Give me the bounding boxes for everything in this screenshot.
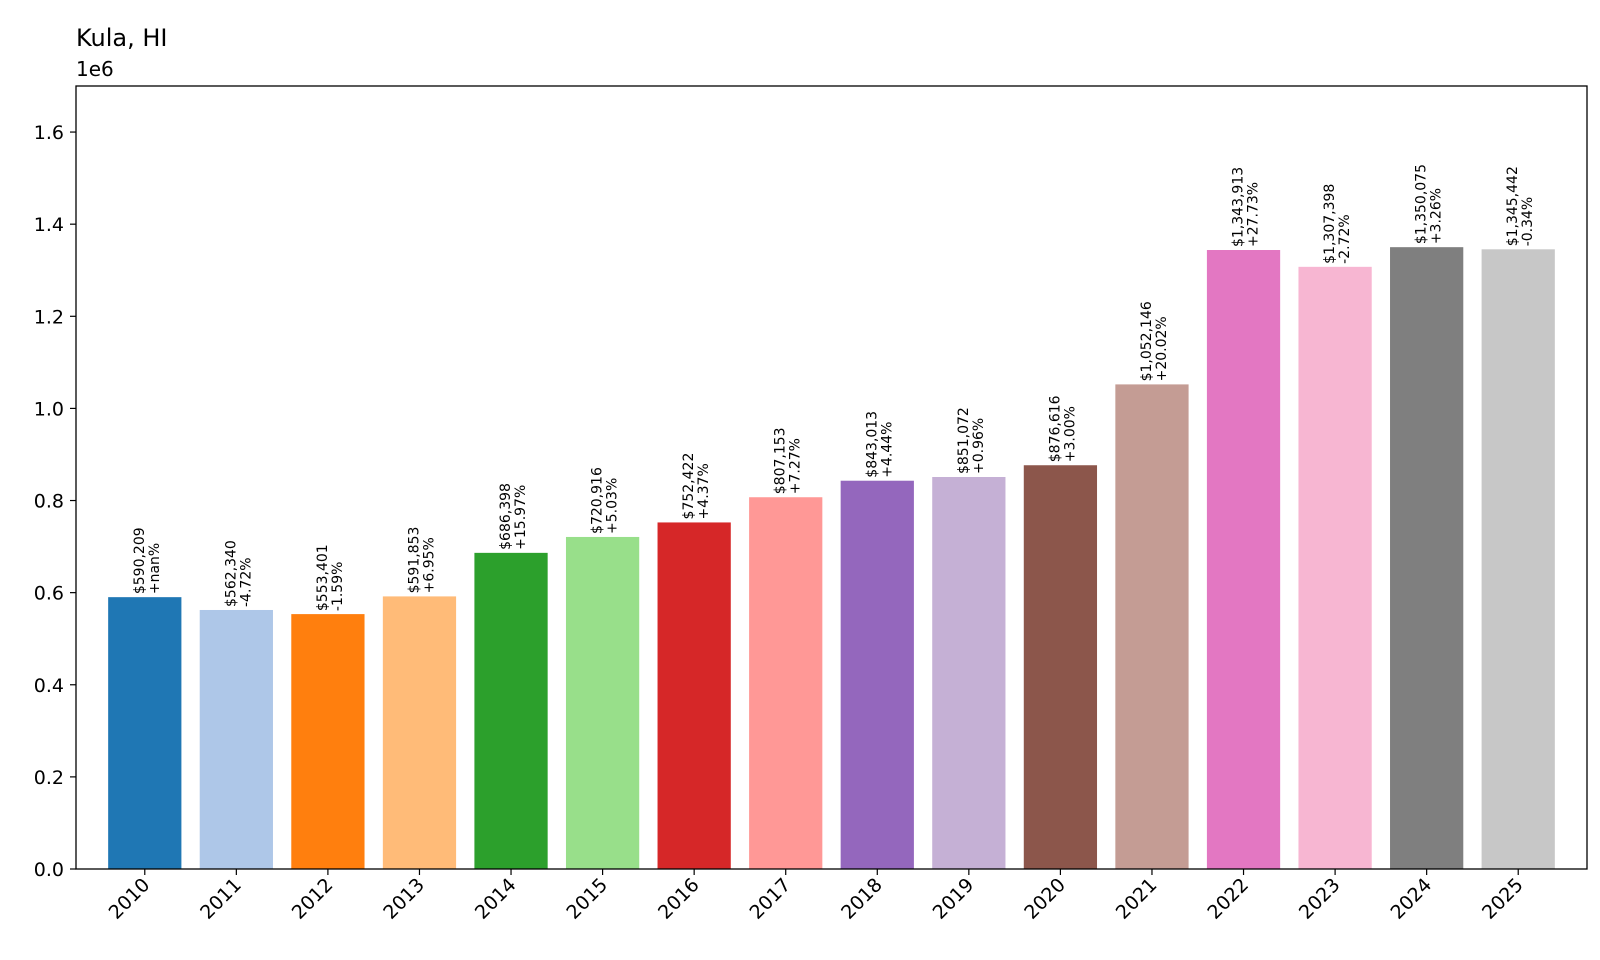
- x-tick-label: 2021: [1112, 874, 1162, 924]
- bar-value-label: $720,916: [590, 467, 606, 534]
- bar-value-label: $1,343,913: [1231, 167, 1247, 247]
- y-tick-label: 0.4: [34, 675, 64, 697]
- bar-change-label: +0.96%: [971, 418, 987, 474]
- y-tick-label: 1.2: [34, 306, 64, 328]
- bar-value-label: $562,340: [223, 540, 239, 607]
- bar-2015: [565, 536, 640, 869]
- y-tick-label: 0.0: [34, 859, 64, 881]
- bar-change-label: +27.73%: [1246, 182, 1262, 247]
- bar-2016: [657, 522, 731, 869]
- bar-change-label: +4.44%: [879, 421, 895, 477]
- x-tick-label: 2016: [654, 874, 704, 924]
- bar-change-label: +5.03%: [605, 478, 621, 534]
- bar-2021: [1115, 384, 1189, 869]
- x-tick-label: 2025: [1478, 874, 1528, 924]
- bar-value-label: $752,422: [681, 453, 697, 520]
- bar-2012: [291, 614, 365, 869]
- x-tick-label: 2015: [562, 874, 612, 924]
- y-tick-label: 0.6: [34, 583, 64, 605]
- bar-value-label: $590,209: [132, 527, 148, 594]
- plot-area-frame: [75, 85, 1588, 870]
- bar-2023: [1298, 266, 1372, 869]
- bar-value-label: $686,398: [498, 483, 514, 550]
- bar-2022: [1206, 250, 1281, 870]
- x-axis: 2010 2011 2012 2013 2014 2015 2016 2017 2018 2019…: [105, 869, 1528, 924]
- bar-change-label: -4.72%: [238, 557, 254, 607]
- bar-2019: [932, 477, 1006, 869]
- chart-title: Kula, HI: [76, 24, 168, 52]
- y-tick-label: 0.2: [34, 767, 64, 789]
- bar-change-label: +4.37%: [696, 463, 712, 519]
- bar-value-label: $876,616: [1047, 395, 1063, 462]
- bar-2011: [199, 609, 273, 869]
- bar-change-label: -2.72%: [1337, 214, 1353, 264]
- bar-2025: [1481, 249, 1555, 869]
- bar-2013: [382, 596, 457, 869]
- bar-change-label: +7.27%: [788, 438, 804, 494]
- y-tick-label: 1.4: [34, 214, 64, 236]
- y-tick-label: 1.6: [34, 122, 64, 144]
- y-tick-label: 1.0: [34, 398, 64, 420]
- bar-change-label: +6.95%: [421, 537, 437, 593]
- x-tick-label: 2022: [1203, 874, 1253, 924]
- bar-change-label: -1.59%: [330, 562, 346, 612]
- bar-value-label: $1,052,146: [1139, 301, 1155, 381]
- x-tick-label: 2010: [105, 874, 155, 924]
- x-tick-label: 2012: [288, 874, 338, 924]
- bar-change-label: +15.97%: [513, 485, 529, 550]
- bar-2020: [1023, 465, 1098, 869]
- x-tick-label: 2023: [1295, 874, 1345, 924]
- bar-change-label: +nan%: [147, 543, 163, 594]
- bar-value-label: $1,350,075: [1414, 164, 1430, 244]
- x-tick-label: 2011: [196, 874, 246, 924]
- bar-2017: [749, 497, 823, 869]
- bar-value-label: $553,401: [315, 544, 331, 611]
- bar-change-label: +3.00%: [1062, 406, 1078, 462]
- bar-value-label: $1,345,442: [1505, 166, 1521, 246]
- bar-change-label: +20.02%: [1154, 316, 1170, 381]
- x-tick-label: 2019: [929, 874, 979, 924]
- bar-value-labels: $590,209 +nan% $562,340 -4.72% $553,401 -1.59…: [132, 164, 1536, 611]
- bar-2014: [474, 552, 548, 869]
- y-axis: 0.0 0.2 0.4 0.6 0.8 1.0 1.2 1.4 1.6: [34, 122, 76, 881]
- bar-series: [108, 247, 1555, 870]
- x-tick-label: 2020: [1020, 874, 1070, 924]
- x-tick-label: 2014: [471, 874, 521, 924]
- x-tick-label: 2018: [837, 874, 887, 924]
- y-tick-label: 0.8: [34, 491, 64, 513]
- bar-change-label: +3.26%: [1429, 188, 1445, 244]
- bar-value-label: $1,307,398: [1322, 184, 1338, 264]
- bar-change-label: -0.34%: [1520, 197, 1536, 247]
- x-tick-label: 2024: [1386, 874, 1436, 924]
- bar-2018: [840, 480, 914, 869]
- bar-value-label: $591,853: [406, 527, 422, 594]
- bar-2024: [1390, 247, 1464, 870]
- x-tick-label: 2017: [746, 874, 796, 924]
- bar-value-label: $843,013: [864, 411, 880, 478]
- x-tick-label: 2013: [379, 874, 429, 924]
- bar-2010: [108, 597, 182, 869]
- bar-value-label: $807,153: [773, 427, 789, 494]
- bar-value-label: $851,072: [956, 407, 972, 474]
- y-axis-offset-label: 1e6: [76, 57, 114, 81]
